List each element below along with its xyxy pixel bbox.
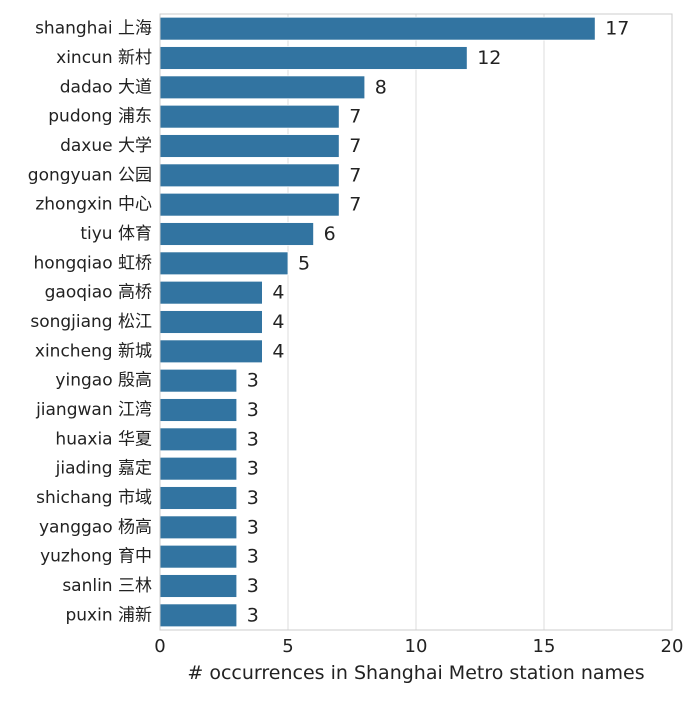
bar-14 — [159, 427, 238, 452]
bar-10 — [159, 310, 263, 334]
value-label-18: 3 — [247, 546, 259, 568]
bar-18 — [159, 544, 238, 569]
category-label-13: jiangwan 江湾 — [35, 400, 152, 420]
category-label-5: gongyuan 公园 — [28, 165, 152, 185]
bars — [159, 16, 596, 628]
category-label-9: gaoqiao 高桥 — [45, 283, 152, 303]
value-label-14: 3 — [247, 428, 259, 450]
category-label-20: puxin 浦新 — [65, 605, 152, 625]
value-label-6: 7 — [349, 194, 361, 216]
bar-15 — [159, 456, 238, 481]
value-label-11: 4 — [272, 340, 284, 362]
value-label-1: 12 — [477, 47, 501, 69]
value-label-19: 3 — [247, 575, 259, 597]
bar-20 — [159, 603, 238, 628]
value-label-16: 3 — [247, 487, 259, 509]
category-label-8: hongqiao 虹桥 — [34, 253, 152, 273]
category-label-2: dadao 大道 — [60, 77, 152, 97]
category-label-18: yuzhong 育中 — [40, 547, 152, 567]
bar-11 — [159, 339, 263, 364]
bar-16 — [159, 486, 238, 510]
bar-2 — [159, 75, 366, 100]
bar-4 — [159, 134, 340, 158]
category-label-10: songjiang 松江 — [30, 312, 152, 332]
bar-6 — [159, 192, 340, 217]
value-label-0: 17 — [605, 18, 629, 40]
bar-19 — [159, 574, 238, 598]
value-label-5: 7 — [349, 164, 361, 186]
value-label-10: 4 — [272, 311, 284, 333]
value-label-9: 4 — [272, 282, 284, 304]
bar-7 — [159, 222, 315, 246]
x-tick-label-0: 0 — [154, 636, 165, 657]
value-label-8: 5 — [298, 252, 310, 274]
category-label-11: xincheng 新城 — [35, 341, 152, 361]
category-label-12: yingao 殷高 — [55, 371, 152, 391]
x-tick-labels: 0 5 10 15 20 — [154, 636, 683, 657]
category-label-0: shanghai 上海 — [35, 19, 152, 39]
plot-frame — [159, 13, 673, 631]
category-labels: shanghai 上海 xincun 新村 dadao 大道 pudong 浦东 dax… — [28, 19, 152, 626]
category-label-16: shichang 市域 — [36, 488, 152, 508]
category-label-17: yanggao 杨高 — [39, 517, 152, 537]
value-label-15: 3 — [247, 458, 259, 480]
bar-9 — [159, 280, 263, 305]
category-label-15: jiading 嘉定 — [55, 459, 152, 479]
value-label-13: 3 — [247, 399, 259, 421]
bar-8 — [159, 251, 289, 276]
value-label-12: 3 — [247, 370, 259, 392]
value-label-2: 8 — [375, 76, 387, 98]
category-label-14: huaxia 华夏 — [55, 429, 152, 449]
x-tick-label-4: 20 — [661, 636, 684, 657]
value-label-4: 7 — [349, 135, 361, 157]
category-label-7: tiyu 体育 — [80, 224, 152, 244]
category-label-4: daxue 大学 — [60, 136, 152, 156]
x-tick-label-2: 10 — [405, 636, 428, 657]
bar-0 — [159, 16, 596, 41]
x-tick-label-3: 15 — [533, 636, 556, 657]
bar-17 — [159, 515, 238, 540]
bar-1 — [159, 46, 468, 70]
value-label-3: 7 — [349, 106, 361, 128]
plot-frame-rect — [159, 13, 673, 631]
bar-5 — [159, 163, 340, 188]
value-label-7: 6 — [324, 223, 336, 245]
category-label-6: zhongxin 中心 — [35, 195, 152, 215]
value-label-17: 3 — [247, 516, 259, 538]
x-axis-title: # occurrences in Shanghai Metro station … — [187, 662, 644, 684]
category-label-19: sanlin 三林 — [62, 576, 152, 596]
value-label-20: 3 — [247, 604, 259, 626]
category-label-3: pudong 浦东 — [48, 107, 152, 127]
bar-12 — [159, 368, 238, 393]
x-tick-label-1: 5 — [282, 636, 293, 657]
bar-3 — [159, 104, 340, 129]
bar-13 — [159, 398, 238, 422]
category-label-1: xincun 新村 — [56, 48, 152, 68]
